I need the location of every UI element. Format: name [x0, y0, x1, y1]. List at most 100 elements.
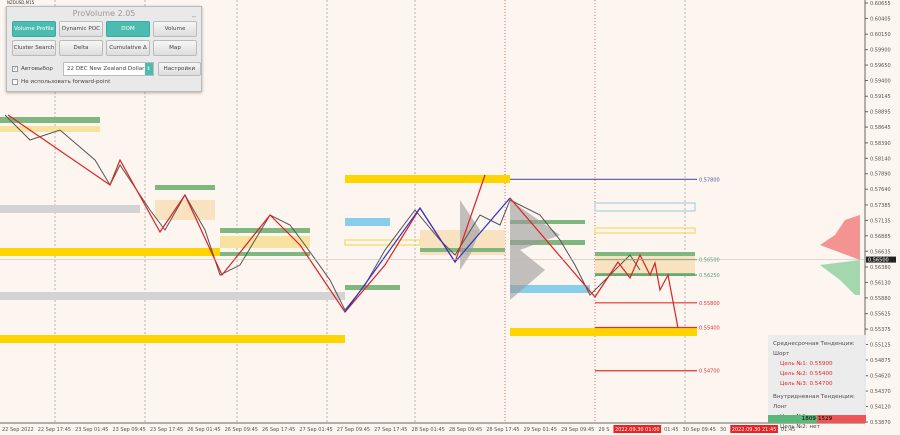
zigzag-blue — [344, 197, 511, 313]
intraday-target-2: Цель №2: нет — [780, 424, 820, 430]
volume-zones — [0, 117, 697, 343]
x-tick-label: 29 Sep 01:45 — [524, 427, 557, 433]
instrument-select[interactable]: 22 DEC New Zealand Dollar ⇕ — [62, 62, 154, 76]
panel-title: ProVolume 2.05 — [72, 9, 136, 18]
delta-button[interactable]: Delta — [59, 40, 103, 56]
sell-volume: 1529 — [817, 415, 866, 423]
current-price-tag — [866, 256, 896, 263]
y-tick-label: 0.56635 — [870, 249, 891, 255]
dynamic-poc-button[interactable]: Dynamic POC — [59, 21, 103, 37]
volume-profile-button[interactable]: Volume Profile — [12, 21, 56, 37]
cumulative-delta-button[interactable]: Cumulative Δ — [106, 40, 150, 56]
time-axis[interactable]: 22 Sep 2022 22 Sep 17:45 23 Sep 01:45 23 Se… — [0, 422, 865, 433]
x-tick-label: 22 Sep 17:45 — [38, 427, 71, 433]
y-tick-label: 0.58645 — [870, 125, 891, 131]
y-tick-label: 0.54620 — [870, 374, 891, 380]
intraday-trend: Внутридневная Тенденция: Лонг — [773, 394, 855, 410]
mid-trend: Среднесрочная Тенденция: Шорт — [773, 341, 855, 357]
current-price-label: 0.56500 — [868, 258, 889, 264]
x-tick-label: 28 Sep 01:45 — [411, 427, 444, 433]
x-tick-label: 23 Sep 01:45 — [75, 427, 108, 433]
y-tick-label: 0.55625 — [870, 312, 891, 318]
settings-button[interactable]: Настройки — [157, 62, 201, 76]
x-tick-label: 27 Sep 09:45 — [337, 427, 370, 433]
y-tick-label: 0.57640 — [870, 187, 891, 193]
y-tick-label: 0.56380 — [870, 265, 891, 271]
y-tick-label: 0.54120 — [870, 405, 891, 411]
buy-volume: 1809 — [768, 415, 817, 423]
provolume-panel[interactable]: ProVolume 2.05 _ Volume Profile Dynamic … — [6, 6, 202, 92]
y-tick-label: 0.56130 — [870, 280, 891, 286]
volume-balance-bar: 1809 1529 — [768, 415, 866, 423]
y-tick-label: 0.54875 — [870, 358, 891, 364]
y-tick-label: 0.57385 — [870, 203, 891, 209]
cluster-search-button[interactable]: Cluster Search — [12, 40, 56, 56]
y-tick-label: 0.59400 — [870, 79, 891, 85]
y-tick-label: 0.60150 — [870, 32, 891, 38]
y-tick-label: 0.55375 — [870, 327, 891, 333]
forward-point-label: Не использовать forward-point — [21, 79, 111, 85]
zigzag-red — [7, 114, 486, 313]
y-tick-label: 0.53870 — [870, 420, 891, 426]
x-highlight — [730, 425, 778, 433]
volume-button[interactable]: Volume — [153, 21, 197, 37]
chevron-updown-icon[interactable]: ⇕ — [144, 63, 153, 75]
x-tick-label: 27 Sep 01:45 — [299, 427, 332, 433]
y-tick-label: 0.54370 — [870, 389, 891, 395]
forward-point-checkbox[interactable] — [12, 79, 18, 85]
y-tick-label: 0.56885 — [870, 234, 891, 240]
y-tick-label: 0.55125 — [870, 342, 891, 348]
x-tick-label: 29 S — [598, 427, 609, 433]
mid-target-1: Цель №1: 0.55900 — [780, 361, 833, 367]
price-levels: 0.57800 0.56500 0.56250 0.55800 0.55400 0.547… — [510, 177, 720, 375]
level-label: 0.55800 — [699, 301, 720, 307]
x-tick-label: 01:45 — [664, 427, 678, 433]
x-tick-label: 29 Sep 09:45 — [561, 427, 594, 433]
mid-target-2: Цель №2: 0.55400 — [780, 371, 833, 377]
y-tick-label: 0.55880 — [870, 296, 891, 302]
x-tick-label: 23 Sep 09:45 — [112, 427, 145, 433]
x-tick-label: 01:45 — [781, 427, 795, 433]
autoselect-label: Автовыбор — [21, 66, 53, 72]
level-label: 0.56500 — [699, 258, 720, 264]
x-tick-label: 27 Sep 17:45 — [374, 427, 407, 433]
y-tick-label: 0.59145 — [870, 94, 891, 100]
y-tick-label: 0.60405 — [870, 16, 891, 22]
x-highlight — [613, 425, 662, 433]
x-highlight-label: 2022.09.30 21:45 — [732, 427, 777, 433]
x-tick-label: 30 Sep 09:45 — [683, 427, 716, 433]
autoselect-checkbox[interactable]: ✓ — [12, 66, 18, 72]
y-tick-label: 0.57890 — [870, 172, 891, 178]
volume-profile — [460, 200, 860, 300]
session-separators — [54, 0, 686, 423]
x-tick-label: 28 Sep 17:45 — [486, 427, 519, 433]
zigzag-forecast — [509, 197, 679, 329]
dom-button[interactable]: DOM — [106, 21, 150, 37]
minimize-button[interactable]: _ — [192, 8, 196, 17]
level-label: 0.56250 — [699, 273, 720, 279]
x-highlight-label: 2022.09.30 01:00 — [615, 427, 660, 433]
x-tick-label: 26 Sep 17:45 — [262, 427, 295, 433]
x-tick-label: 26 Sep 09:45 — [225, 427, 258, 433]
x-tick-label: 22 Sep 2022 — [2, 427, 34, 433]
mid-target-3: Цель №3: 0.54700 — [780, 381, 833, 387]
level-label: 0.57800 — [699, 177, 720, 183]
level-label: 0.55400 — [699, 326, 720, 332]
instrument-value: 22 DEC New Zealand Dollar — [66, 66, 145, 72]
map-button[interactable]: Map — [153, 40, 197, 56]
y-tick-label: 0.58895 — [870, 110, 891, 116]
x-tick-label: 23 Sep 17:45 — [150, 427, 183, 433]
trend-info-box: Среднесрочная Тенденция: Шорт Цель №1: 0… — [768, 335, 866, 430]
y-tick-label: 0.59900 — [870, 48, 891, 54]
y-tick-label: 0.58140 — [870, 156, 891, 162]
price-axis[interactable]: 0.60655 0.60405 0.60150 0.59900 0.59650 0.594… — [0, 0, 896, 426]
x-tick-label: 30 — [720, 427, 726, 433]
y-tick-label: 0.59650 — [870, 63, 891, 69]
y-tick-label: 0.58390 — [870, 141, 891, 147]
symbol-label: NZDUSD,M15 — [7, 0, 35, 5]
x-tick-label: 28 Sep 09:45 — [449, 427, 482, 433]
price-line — [4, 114, 641, 311]
y-tick-label: 0.57135 — [870, 218, 891, 224]
level-label: 0.54700 — [699, 369, 720, 375]
